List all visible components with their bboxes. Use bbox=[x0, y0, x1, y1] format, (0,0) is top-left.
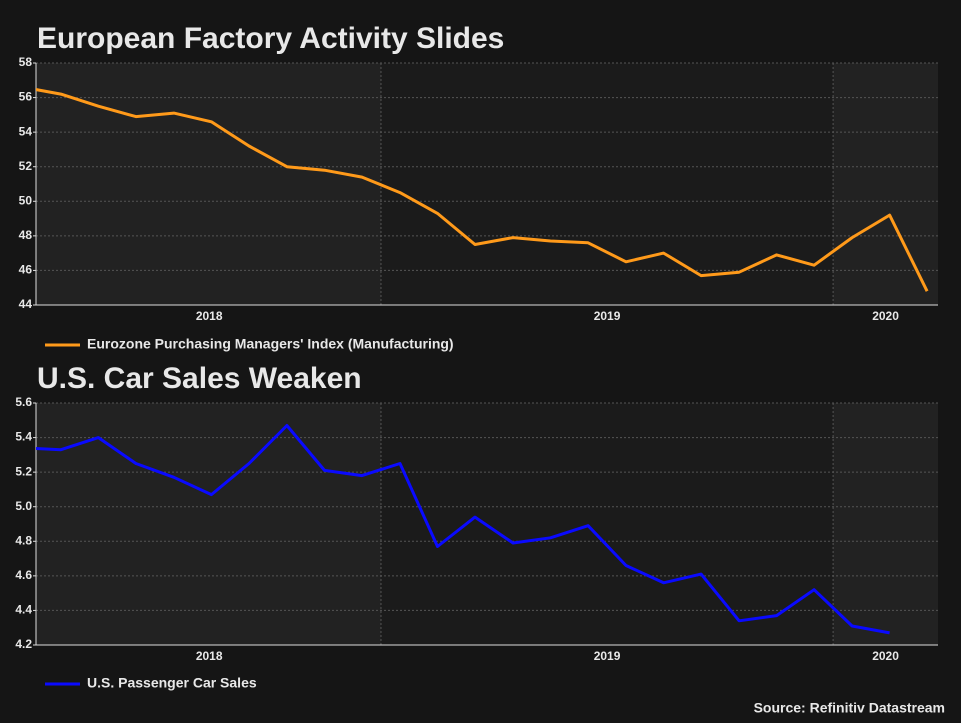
y-tick-label: 52 bbox=[19, 159, 33, 173]
x-tick-label: 2020 bbox=[872, 649, 899, 663]
chart-title: European Factory Activity Slides bbox=[37, 22, 504, 55]
y-tick-label: 4.4 bbox=[15, 603, 32, 617]
series-line bbox=[36, 424, 890, 635]
plot-band bbox=[380, 403, 834, 645]
y-tick-label: 44 bbox=[19, 297, 33, 311]
chart-title: U.S. Car Sales Weaken bbox=[37, 362, 362, 395]
plot-band bbox=[36, 403, 381, 645]
x-tick-label: 2018 bbox=[196, 649, 223, 663]
y-tick-label: 5.4 bbox=[15, 430, 32, 444]
plot-band bbox=[380, 63, 834, 305]
y-tick-label: 50 bbox=[19, 193, 33, 207]
plot-band bbox=[36, 63, 381, 305]
x-tick-label: 2019 bbox=[594, 309, 621, 323]
y-tick-label: 56 bbox=[19, 90, 33, 104]
plot-band bbox=[833, 403, 938, 645]
y-tick-label: 5.0 bbox=[15, 499, 32, 513]
x-tick-label: 2018 bbox=[196, 309, 223, 323]
plot-band bbox=[833, 63, 938, 305]
series-line bbox=[36, 88, 929, 292]
x-tick-label: 2019 bbox=[594, 649, 621, 663]
y-tick-label: 4.8 bbox=[15, 533, 32, 547]
y-tick-label: 5.6 bbox=[15, 395, 32, 409]
legend-label: Eurozone Purchasing Managers' Index (Man… bbox=[87, 336, 454, 352]
source: Source: Refinitiv Datastream bbox=[754, 700, 945, 716]
y-tick-label: 5.2 bbox=[15, 464, 32, 478]
y-tick-label: 4.2 bbox=[15, 637, 32, 651]
y-tick-label: 46 bbox=[19, 263, 33, 277]
legend-label: U.S. Passenger Car Sales bbox=[87, 675, 257, 691]
y-tick-label: 58 bbox=[19, 55, 33, 69]
x-tick-label: 2020 bbox=[872, 309, 899, 323]
y-tick-label: 54 bbox=[19, 124, 33, 138]
y-tick-label: 4.6 bbox=[15, 568, 32, 582]
y-tick-label: 48 bbox=[19, 228, 33, 242]
